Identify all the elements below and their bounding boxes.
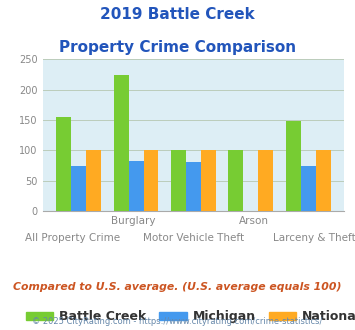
Text: Arson: Arson bbox=[239, 216, 269, 226]
Text: Property Crime Comparison: Property Crime Comparison bbox=[59, 40, 296, 54]
Bar bbox=[129, 161, 143, 211]
Text: 2019 Battle Creek: 2019 Battle Creek bbox=[100, 7, 255, 21]
Bar bbox=[86, 150, 101, 211]
Legend: Battle Creek, Michigan, National: Battle Creek, Michigan, National bbox=[21, 306, 355, 328]
Text: Motor Vehicle Theft: Motor Vehicle Theft bbox=[143, 233, 244, 243]
Text: Burglary: Burglary bbox=[111, 216, 155, 226]
Bar bbox=[114, 75, 129, 211]
Text: Larceny & Theft: Larceny & Theft bbox=[273, 233, 355, 243]
Text: © 2025 CityRating.com - https://www.cityrating.com/crime-statistics/: © 2025 CityRating.com - https://www.city… bbox=[32, 317, 323, 326]
Bar bbox=[316, 150, 331, 211]
Bar bbox=[201, 150, 216, 211]
Bar bbox=[171, 150, 186, 211]
Bar bbox=[286, 121, 301, 211]
Text: Compared to U.S. average. (U.S. average equals 100): Compared to U.S. average. (U.S. average … bbox=[13, 282, 342, 292]
Text: All Property Crime: All Property Crime bbox=[25, 233, 120, 243]
Bar bbox=[258, 150, 273, 211]
Bar bbox=[56, 117, 71, 211]
Bar bbox=[301, 166, 316, 211]
Bar bbox=[71, 166, 86, 211]
Bar bbox=[143, 150, 158, 211]
Bar bbox=[229, 150, 244, 211]
Bar bbox=[186, 162, 201, 211]
